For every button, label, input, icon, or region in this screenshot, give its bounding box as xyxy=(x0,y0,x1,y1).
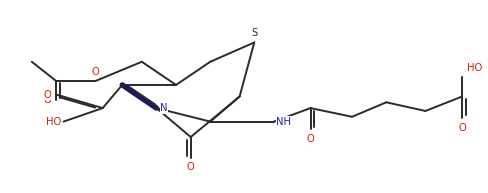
Text: O: O xyxy=(306,134,314,144)
Text: S: S xyxy=(251,28,257,38)
Text: O: O xyxy=(91,67,99,77)
Text: O: O xyxy=(186,162,194,172)
Text: HO: HO xyxy=(466,63,481,73)
Text: O: O xyxy=(43,90,51,100)
Text: HO: HO xyxy=(46,117,61,127)
Text: O: O xyxy=(43,95,51,105)
Text: O: O xyxy=(457,123,465,133)
Text: NH: NH xyxy=(276,117,291,127)
Text: N: N xyxy=(160,103,167,113)
